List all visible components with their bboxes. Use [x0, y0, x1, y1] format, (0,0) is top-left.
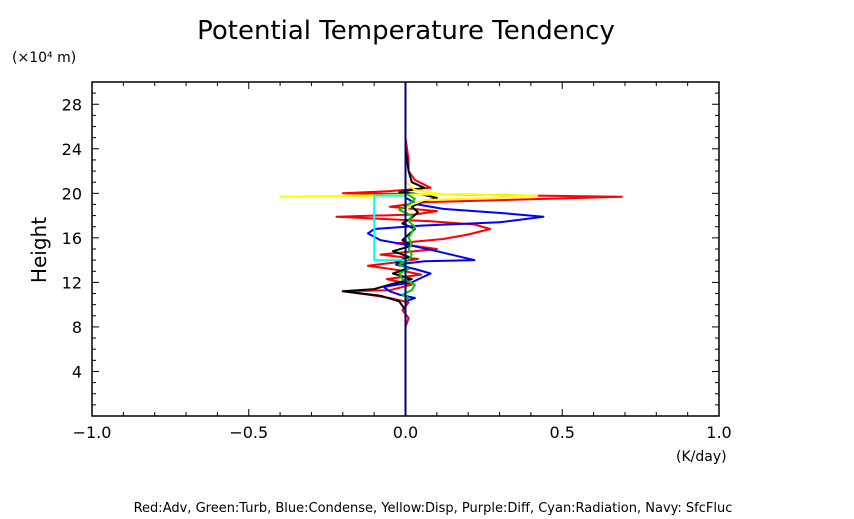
- y-tick-label: 4: [72, 362, 82, 381]
- series-line-2: [366, 82, 545, 327]
- y-tick-label: 12: [62, 273, 82, 292]
- x-tick-label: 0.0: [393, 423, 418, 442]
- y-tick-label: 16: [62, 229, 82, 248]
- series-line-4: [398, 82, 416, 327]
- series-line-1: [341, 82, 438, 327]
- plot-lines: [279, 82, 623, 416]
- axis-ticks: −1.0 −0.5 0.0 0.5 1.0 4 8 12 16 20 24 28: [62, 82, 732, 442]
- y-tick-label: 20: [62, 184, 82, 203]
- y-axis-label: Height: [27, 217, 51, 283]
- x-unit-label: (K/day): [676, 449, 727, 465]
- y-tick-label: 28: [62, 95, 82, 114]
- chart-title: Potential Temperature Tendency: [197, 16, 615, 46]
- legend-caption: Red:Adv, Green:Turb, Blue:Condense, Yell…: [134, 501, 733, 516]
- x-tick-label: −0.5: [229, 423, 268, 442]
- series-line-5: [373, 194, 406, 262]
- y-unit-label: (×10⁴ m): [12, 50, 76, 66]
- y-tick-label: 8: [72, 318, 82, 337]
- series-line-0: [335, 82, 623, 328]
- series-line-3: [279, 82, 539, 327]
- x-tick-label: 0.5: [550, 423, 575, 442]
- x-tick-label: −1.0: [73, 423, 112, 442]
- y-tick-label: 24: [62, 140, 82, 159]
- x-tick-label: 1.0: [706, 423, 731, 442]
